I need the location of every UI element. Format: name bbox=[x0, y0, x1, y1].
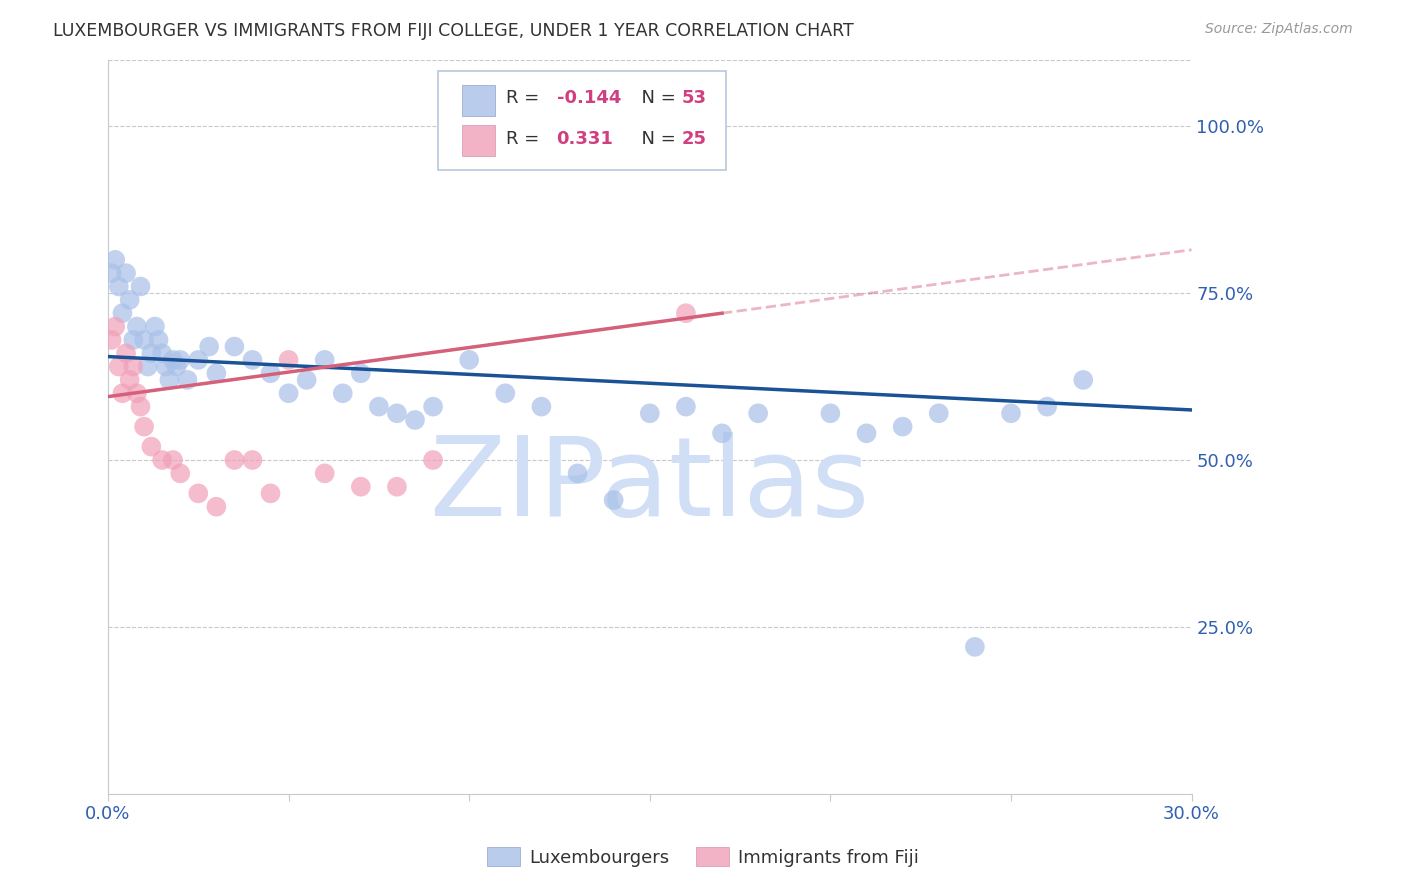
Point bbox=[747, 406, 769, 420]
Point bbox=[125, 319, 148, 334]
Point bbox=[224, 340, 246, 354]
Point bbox=[332, 386, 354, 401]
Point bbox=[458, 352, 481, 367]
Point bbox=[143, 319, 166, 334]
Point bbox=[638, 406, 661, 420]
FancyBboxPatch shape bbox=[463, 85, 495, 116]
Point bbox=[314, 352, 336, 367]
Point bbox=[166, 359, 188, 374]
Point bbox=[242, 352, 264, 367]
Point bbox=[1036, 400, 1059, 414]
Point bbox=[820, 406, 842, 420]
Point bbox=[129, 279, 152, 293]
Point bbox=[129, 400, 152, 414]
Text: 25: 25 bbox=[682, 129, 706, 148]
Point bbox=[187, 486, 209, 500]
Point bbox=[100, 333, 122, 347]
Point bbox=[111, 386, 134, 401]
Point bbox=[176, 373, 198, 387]
Text: LUXEMBOURGER VS IMMIGRANTS FROM FIJI COLLEGE, UNDER 1 YEAR CORRELATION CHART: LUXEMBOURGER VS IMMIGRANTS FROM FIJI COL… bbox=[53, 22, 855, 40]
Point bbox=[100, 266, 122, 280]
Point bbox=[259, 486, 281, 500]
Text: R =: R = bbox=[506, 129, 550, 148]
Point bbox=[104, 319, 127, 334]
Text: 0.331: 0.331 bbox=[557, 129, 613, 148]
Point bbox=[530, 400, 553, 414]
Point bbox=[602, 493, 624, 508]
Point bbox=[118, 373, 141, 387]
Point bbox=[198, 340, 221, 354]
Point bbox=[711, 426, 734, 441]
Point bbox=[169, 467, 191, 481]
Point bbox=[122, 333, 145, 347]
Text: -0.144: -0.144 bbox=[557, 89, 621, 107]
Point bbox=[205, 500, 228, 514]
Point bbox=[187, 352, 209, 367]
Point bbox=[132, 419, 155, 434]
Point bbox=[224, 453, 246, 467]
Point bbox=[132, 333, 155, 347]
Text: N =: N = bbox=[630, 129, 682, 148]
Point bbox=[855, 426, 877, 441]
Point bbox=[295, 373, 318, 387]
Point bbox=[385, 406, 408, 420]
Point bbox=[205, 366, 228, 380]
Point bbox=[1000, 406, 1022, 420]
Point bbox=[242, 453, 264, 467]
Point bbox=[277, 352, 299, 367]
Point bbox=[157, 373, 180, 387]
Point bbox=[567, 467, 589, 481]
Point bbox=[148, 333, 170, 347]
Point bbox=[675, 306, 697, 320]
Text: N =: N = bbox=[630, 89, 682, 107]
Point bbox=[150, 346, 173, 360]
Point bbox=[350, 480, 373, 494]
Point bbox=[155, 359, 177, 374]
Point bbox=[675, 400, 697, 414]
Point bbox=[891, 419, 914, 434]
Point bbox=[422, 400, 444, 414]
Point bbox=[422, 453, 444, 467]
Point bbox=[108, 279, 131, 293]
Point bbox=[136, 359, 159, 374]
Point bbox=[150, 453, 173, 467]
Point bbox=[494, 386, 516, 401]
Point bbox=[104, 252, 127, 267]
Point bbox=[162, 453, 184, 467]
Point bbox=[118, 293, 141, 307]
Text: ZIPatlas: ZIPatlas bbox=[430, 432, 869, 539]
Point bbox=[162, 352, 184, 367]
Text: R =: R = bbox=[506, 89, 544, 107]
Point bbox=[259, 366, 281, 380]
Point bbox=[125, 386, 148, 401]
Legend: Luxembourgers, Immigrants from Fiji: Luxembourgers, Immigrants from Fiji bbox=[481, 840, 925, 874]
FancyBboxPatch shape bbox=[463, 125, 495, 155]
Point bbox=[141, 346, 163, 360]
Point bbox=[169, 352, 191, 367]
Text: 53: 53 bbox=[682, 89, 706, 107]
Point bbox=[141, 440, 163, 454]
Point bbox=[928, 406, 950, 420]
Point bbox=[367, 400, 389, 414]
Point bbox=[963, 640, 986, 654]
Point bbox=[277, 386, 299, 401]
Point bbox=[115, 266, 138, 280]
Point bbox=[108, 359, 131, 374]
Point bbox=[385, 480, 408, 494]
Point bbox=[122, 359, 145, 374]
Point bbox=[404, 413, 426, 427]
Point bbox=[115, 346, 138, 360]
FancyBboxPatch shape bbox=[439, 70, 725, 169]
Point bbox=[350, 366, 373, 380]
Point bbox=[314, 467, 336, 481]
Point bbox=[1071, 373, 1094, 387]
Point bbox=[111, 306, 134, 320]
Text: Source: ZipAtlas.com: Source: ZipAtlas.com bbox=[1205, 22, 1353, 37]
